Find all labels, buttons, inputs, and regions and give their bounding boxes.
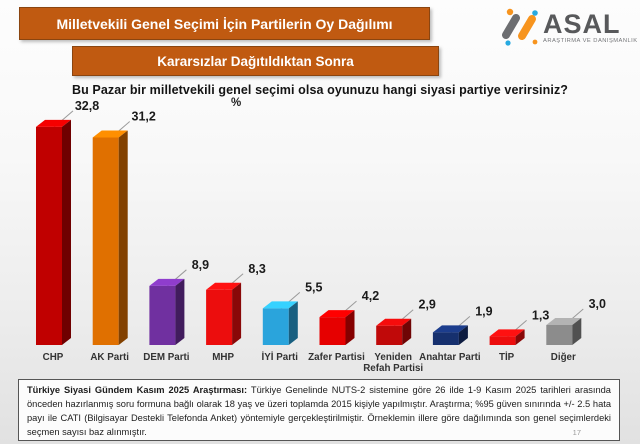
bar-front [262, 308, 289, 345]
percent-unit-label: % [231, 97, 242, 109]
bar-front [432, 332, 459, 345]
bar-side [572, 318, 582, 345]
bar-value-label: 31,2 [132, 110, 156, 124]
title-banner: Milletvekili Genel Seçimi İçin Partileri… [19, 7, 430, 40]
bar-side [345, 310, 355, 345]
methodology-note-lead: Türkiye Siyasi Gündem Kasım 2025 Araştır… [27, 385, 248, 395]
bar-chart: 32,8 CHP 31,2 AK Parti 8,9 DEM Parti 8,3 MHP 5,5… [15, 95, 625, 380]
bar-category-label: İYİ Parti [262, 352, 299, 363]
bar-category-label: Yeniden Refah Partisi [363, 352, 423, 374]
bar-side [118, 130, 128, 345]
bar-value-label: 3,0 [589, 297, 606, 311]
bar-front [149, 285, 176, 345]
bar-top [432, 325, 468, 333]
bar-front [376, 325, 403, 345]
survey-question: Bu Pazar bir milletvekili genel seçimi o… [71, 83, 569, 97]
logo-name: ASAL [543, 9, 621, 40]
bar-front [206, 289, 233, 345]
bar-category-label: MHP [212, 352, 234, 363]
bar-category-label: TİP [499, 352, 515, 363]
bar-front [546, 325, 573, 345]
bar-value-label: 32,8 [75, 99, 99, 113]
bar-top [149, 278, 185, 286]
bar-side [288, 301, 298, 345]
bar-side [175, 278, 185, 345]
page-title: Milletvekili Genel Seçimi İçin Partileri… [56, 15, 393, 32]
methodology-note-body: Türkiye Genelinde NUTS-2 sistemine göre … [27, 385, 611, 437]
asal-logo: ASAL ARAŞTIRMA VE DANIŞMANLIK [501, 6, 637, 51]
bar-top [92, 130, 128, 138]
bar-side [402, 318, 412, 345]
bar-value-label: 8,9 [192, 258, 209, 272]
bar-side [62, 119, 71, 345]
bar-front [92, 137, 119, 345]
bar-top [546, 318, 582, 326]
bar-category-label: DEM Parti [143, 352, 190, 363]
asal-logo-icon [501, 6, 539, 51]
bar-value-label: 5,5 [305, 280, 322, 294]
bar-category-label: AK Parti [90, 352, 129, 363]
bar-top [376, 318, 412, 326]
page-subtitle: Kararsızlar Dağıtıldıktan Sonra [157, 53, 354, 69]
bar-value-label: 2,9 [419, 298, 436, 312]
bar-top [319, 310, 355, 318]
asal-logo-text: ASAL ARAŞTIRMA VE DANIŞMANLIK [543, 11, 638, 45]
bar-category-label: Diğer [551, 352, 576, 363]
bar-front [319, 317, 346, 345]
bar-top [489, 329, 525, 337]
bar-value-label: 8,3 [248, 262, 265, 276]
bar-front [36, 126, 62, 345]
bar-top [36, 119, 71, 127]
logo-subtitle: ARAŞTIRMA VE DANIŞMANLIK [543, 38, 638, 45]
bar-top [206, 282, 242, 290]
bar-category-label: CHP [43, 352, 64, 363]
bar-side [458, 325, 468, 345]
bar-side [515, 329, 525, 345]
bar-value-label: 4,2 [362, 289, 379, 303]
bar-side [232, 282, 242, 345]
subtitle-banner: Kararsızlar Dağıtıldıktan Sonra [72, 46, 439, 76]
bar-value-label: 1,3 [532, 308, 549, 322]
page-number: 17 [572, 427, 581, 437]
bar-chart-canvas: 32,8 CHP 31,2 AK Parti 8,9 DEM Parti 8,3 MHP 5,5… [36, 99, 606, 374]
methodology-note: Türkiye Siyasi Gündem Kasım 2025 Araştır… [18, 379, 620, 441]
bar-front [489, 336, 516, 345]
bar-category-label: Anahtar Parti [419, 352, 481, 363]
bar-category-label: Zafer Partisi [308, 352, 365, 363]
bar-value-label: 1,9 [475, 304, 492, 318]
bar-top [262, 301, 298, 309]
